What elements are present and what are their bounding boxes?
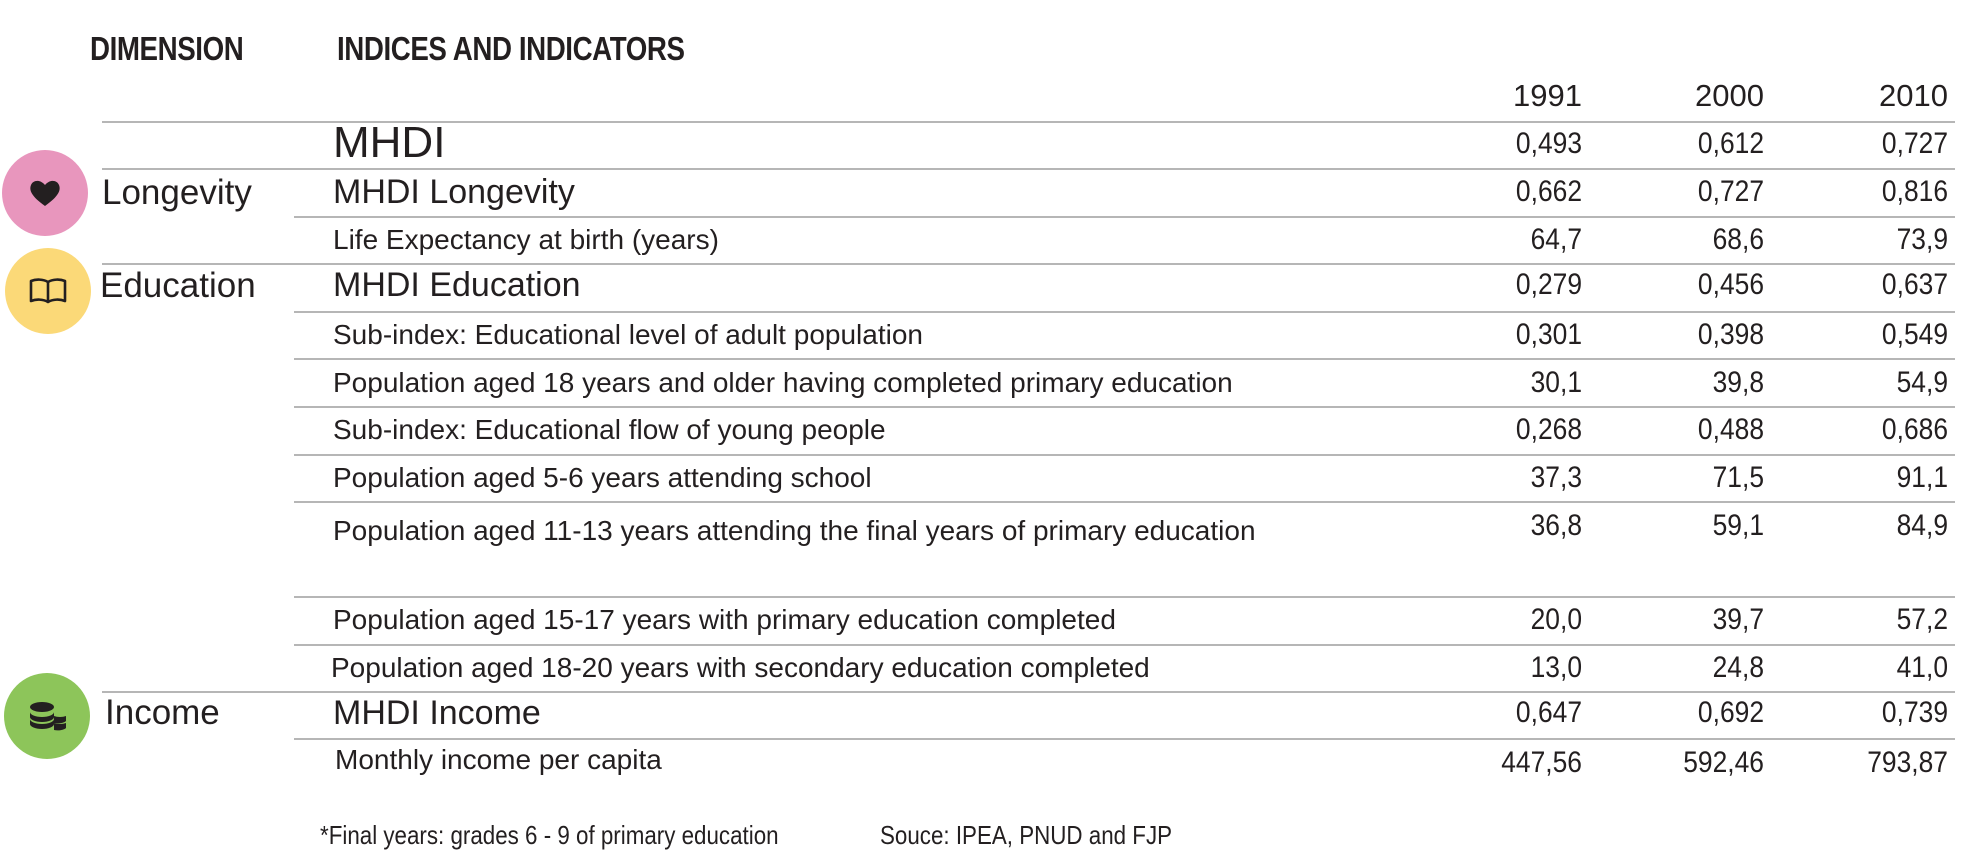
value-2000: 59,1 [1712,509,1764,542]
value-2010: 0,727 [1881,127,1948,160]
value-2010: 0,739 [1881,696,1948,729]
value-1991: 0,301 [1515,318,1582,351]
value-2000: 0,456 [1697,268,1764,301]
row-label: MHDI Income [333,694,541,732]
row-label: Sub-index: Educational level of adult po… [333,319,923,350]
income-label: Income [105,693,220,732]
row-label: MHDI Longevity [333,173,575,211]
value-2010: 84,9 [1896,509,1948,542]
value-2010: 73,9 [1896,223,1948,256]
value-1991: 447,56 [1501,746,1582,779]
value-2000: 68,6 [1712,223,1764,256]
value-1991: 0,268 [1515,413,1582,446]
row-label: Population aged 11-13 years attending th… [333,515,1256,546]
value-2010: 0,549 [1881,318,1948,351]
value-2010: 0,686 [1881,413,1948,446]
value-2010: 0,637 [1881,268,1948,301]
row-label: MHDI [333,118,446,167]
indicators-header: INDICES AND INDICATORS [337,30,685,67]
value-1991: 0,279 [1515,268,1582,301]
row-divider [294,358,1955,360]
value-1991: 0,493 [1515,127,1582,160]
row-divider [102,263,1955,265]
value-2000: 0,727 [1697,175,1764,208]
year-1991-header: 1991 [1513,78,1582,113]
value-1991: 37,3 [1530,461,1582,494]
value-1991: 30,1 [1530,366,1582,399]
value-1991: 0,647 [1515,696,1582,729]
row-label: Sub-index: Educational flow of young peo… [333,414,886,445]
dimension-header: DIMENSION [90,30,244,67]
value-1991: 20,0 [1530,603,1582,636]
row-divider [294,406,1955,408]
value-1991: 0,662 [1515,175,1582,208]
income-circle [4,673,90,759]
longevity-label: Longevity [102,173,252,212]
row-divider [294,501,1955,503]
value-2000: 0,612 [1697,127,1764,160]
row-label: Life Expectancy at birth (years) [333,224,719,255]
row-divider [294,311,1955,313]
row-divider [102,121,1955,123]
value-2000: 39,7 [1712,603,1764,636]
value-2010: 57,2 [1896,603,1948,636]
value-2010: 793,87 [1867,746,1948,779]
row-divider [102,168,1955,170]
value-1991: 36,8 [1530,509,1582,542]
value-2000: 0,398 [1697,318,1764,351]
value-2000: 24,8 [1712,651,1764,684]
row-divider [102,691,1955,693]
row-label: MHDI Education [333,266,581,304]
row-label: Population aged 15-17 years with primary… [333,604,1116,635]
value-1991: 64,7 [1530,223,1582,256]
education-label: Education [100,266,256,305]
row-label: Population aged 18 years and older havin… [333,367,1233,398]
longevity-circle [2,150,88,236]
value-2010: 54,9 [1896,366,1948,399]
value-2010: 0,816 [1881,175,1948,208]
value-1991: 13,0 [1530,651,1582,684]
row-divider [294,216,1955,218]
year-2010-header: 2010 [1879,78,1948,113]
book-icon [29,278,67,304]
value-2000: 39,8 [1712,366,1764,399]
education-circle [5,248,91,334]
value-2000: 0,488 [1697,413,1764,446]
value-2010: 91,1 [1896,461,1948,494]
value-2000: 0,692 [1697,696,1764,729]
heart-icon [30,180,60,206]
row-label: Monthly income per capita [335,744,662,775]
row-label: Population aged 18-20 years with seconda… [331,652,1150,683]
row-label: Population aged 5-6 years attending scho… [333,462,872,493]
value-2000: 71,5 [1712,461,1764,494]
coins-icon [30,702,66,731]
row-divider [294,454,1955,456]
row-divider [294,596,1955,598]
year-2000-header: 2000 [1695,78,1764,113]
value-2010: 41,0 [1896,651,1948,684]
footnote: *Final years: grades 6 - 9 of primary ed… [320,820,779,850]
value-2000: 592,46 [1683,746,1764,779]
source-note: Souce: IPEA, PNUD and FJP [880,820,1173,850]
row-divider [294,644,1955,646]
row-divider [294,738,1955,740]
